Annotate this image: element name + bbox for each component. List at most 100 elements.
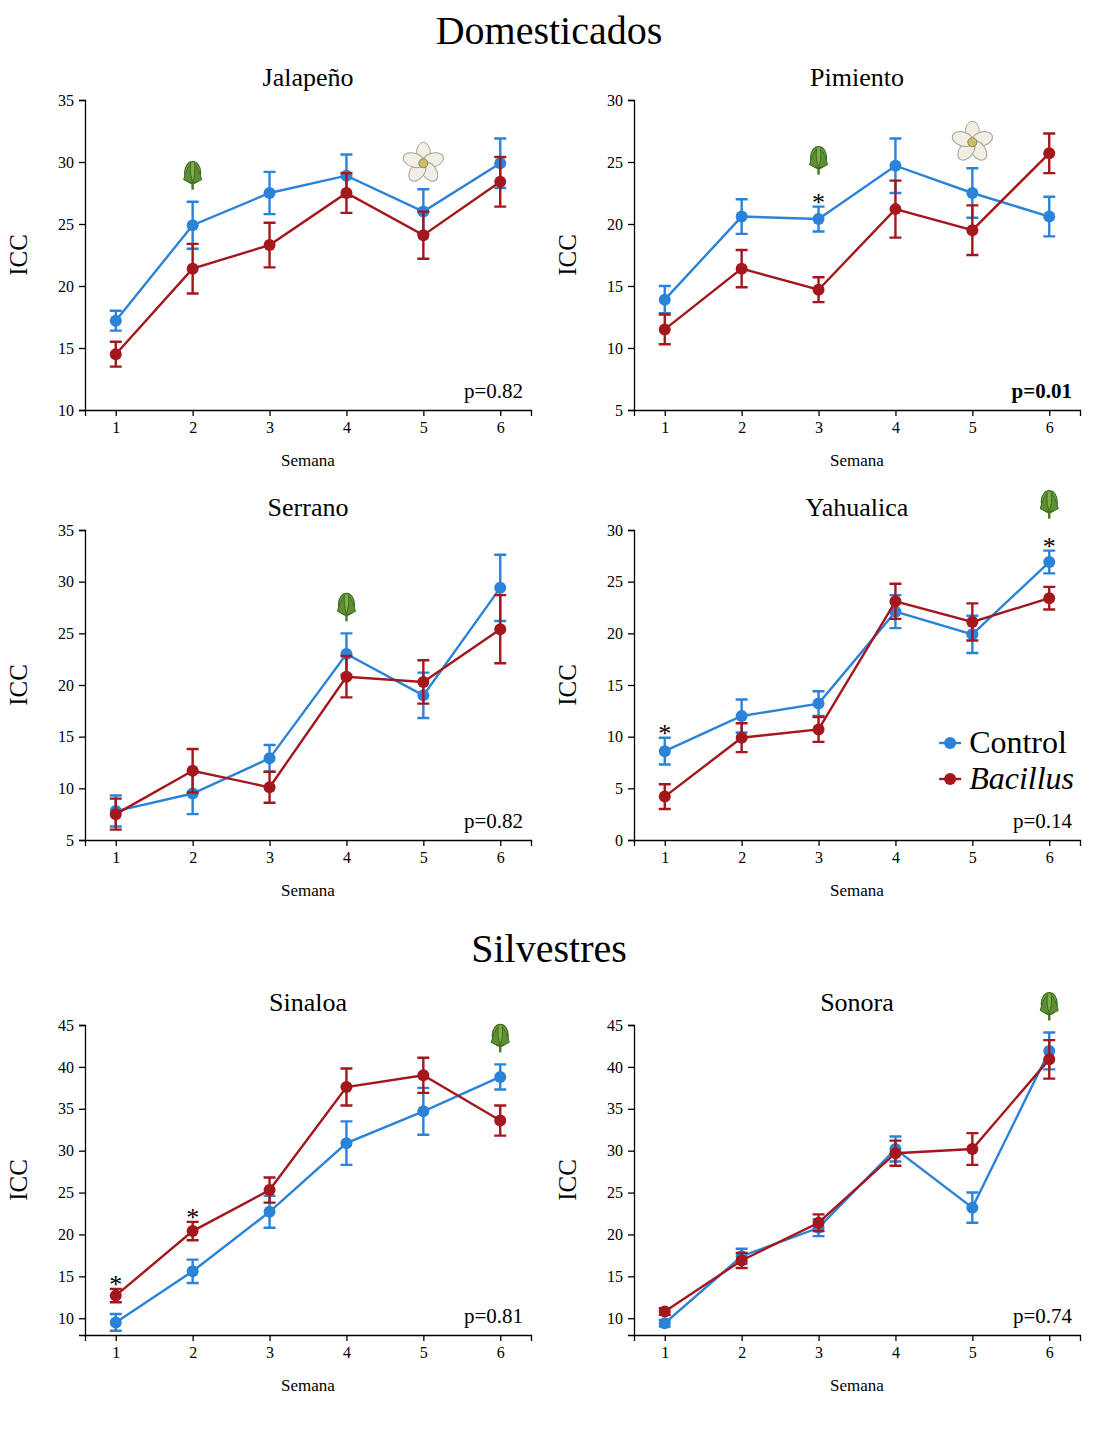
- y-tick-mark: [79, 582, 85, 583]
- y-tick-label: 20: [58, 278, 74, 295]
- error-bar: [813, 691, 825, 716]
- plot-area: [659, 1033, 1055, 1330]
- x-tick: 5: [969, 1335, 977, 1361]
- error-bar: [264, 1177, 276, 1202]
- x-tick: 5: [420, 1335, 428, 1361]
- y-tick: 45: [607, 1017, 634, 1034]
- error-bar: [1043, 197, 1055, 237]
- y-tick-mark: [79, 633, 85, 634]
- legend-swatch: [944, 773, 956, 785]
- x-tick: 1: [112, 410, 120, 436]
- data-point: [494, 1071, 506, 1083]
- data-point: [264, 1184, 276, 1196]
- x-tick-mark: [895, 410, 896, 416]
- y-tick: 20: [607, 625, 634, 642]
- y-axis-line: [79, 531, 86, 841]
- x-tick-mark: [742, 1335, 743, 1341]
- significance-mark: *: [186, 1203, 199, 1232]
- x-tick-label: 6: [497, 849, 505, 866]
- x-tick: 1: [661, 1335, 669, 1361]
- x-tick: 3: [266, 840, 274, 866]
- x-axis-title: Semana: [281, 451, 335, 470]
- y-tick: 5: [615, 402, 634, 419]
- y-tick-mark: [628, 286, 634, 287]
- x-tick: 2: [189, 840, 197, 866]
- data-point: [736, 263, 748, 275]
- data-point: [340, 1137, 352, 1149]
- data-point: [1043, 1053, 1055, 1065]
- error-bar: [1043, 587, 1055, 610]
- data-point: [340, 187, 352, 199]
- y-tick-label: 10: [58, 780, 74, 797]
- y-tick-label: 20: [607, 216, 623, 233]
- error-bar: [659, 784, 671, 809]
- y-axis: 1015202530354045: [58, 1017, 86, 1336]
- error-bar: [813, 717, 825, 742]
- data-point: [264, 752, 276, 764]
- data-point: [264, 187, 276, 199]
- series-line: [116, 182, 500, 354]
- y-tick-label: 15: [58, 1268, 74, 1285]
- y-tick-label: 25: [607, 573, 623, 590]
- x-tick-mark: [423, 1335, 424, 1341]
- x-tick-mark: [972, 840, 973, 846]
- data-point: [417, 676, 429, 688]
- x-tick: 3: [815, 410, 823, 436]
- y-tick-mark: [628, 1234, 634, 1235]
- error-bar: [736, 723, 748, 752]
- x-axis-title: Semana: [830, 1376, 884, 1395]
- x-tick-mark: [269, 840, 270, 846]
- y-tick: 20: [58, 677, 85, 694]
- x-tick-mark: [423, 840, 424, 846]
- bud-icon: [810, 147, 828, 175]
- error-bar: [966, 1193, 978, 1223]
- data-point: [110, 315, 122, 327]
- y-tick-mark: [628, 348, 634, 349]
- series-line: [116, 629, 500, 814]
- bud-icon: [184, 162, 202, 190]
- x-axis: 123456: [86, 410, 532, 436]
- data-point: [966, 187, 978, 199]
- y-tick-mark: [628, 1109, 634, 1110]
- data-point: [659, 323, 671, 335]
- error-bar: [417, 660, 429, 703]
- y-tick: 15: [58, 1268, 85, 1285]
- data-point: [1043, 147, 1055, 159]
- x-tick-mark: [1049, 410, 1050, 416]
- error-bar: [494, 1105, 506, 1135]
- y-tick-label: 45: [607, 1017, 623, 1034]
- data-point: [1043, 211, 1055, 223]
- y-tick-mark: [79, 1192, 85, 1193]
- x-tick-mark: [423, 410, 424, 416]
- y-tick-mark: [79, 348, 85, 349]
- y-tick: 15: [607, 278, 634, 295]
- y-tick: 15: [58, 728, 85, 745]
- y-tick: 15: [607, 1268, 634, 1285]
- y-tick: 35: [58, 92, 85, 109]
- panel-title: Pimiento: [810, 63, 904, 92]
- x-tick: 3: [815, 1335, 823, 1361]
- panel: Jalapeño123456101520253035SemanaICCp=0.8…: [5, 63, 532, 470]
- data-point: [736, 211, 748, 223]
- x-axis: 123456: [86, 840, 532, 866]
- y-tick: 10: [58, 780, 85, 797]
- error-bar: [187, 1260, 199, 1283]
- x-tick: 5: [420, 840, 428, 866]
- data-point: [187, 219, 199, 231]
- p-value: p=0.82: [464, 809, 523, 833]
- y-tick: 30: [607, 92, 634, 109]
- y-tick-mark: [628, 1067, 634, 1068]
- y-tick-label: 20: [58, 1226, 74, 1243]
- legend-label: Control: [969, 724, 1067, 760]
- x-axis-line: [86, 841, 532, 847]
- y-tick-label: 30: [58, 573, 74, 590]
- legend-entry: Bacillus: [939, 760, 1074, 796]
- x-tick-label: 6: [1046, 419, 1054, 436]
- series-line: [116, 1077, 500, 1322]
- data-point: [187, 263, 199, 275]
- data-point: [1043, 592, 1055, 604]
- y-tick-mark: [79, 1318, 85, 1319]
- x-tick-label: 1: [661, 1344, 669, 1361]
- y-axis: 051015202530: [607, 522, 635, 849]
- error-bar: [110, 799, 122, 830]
